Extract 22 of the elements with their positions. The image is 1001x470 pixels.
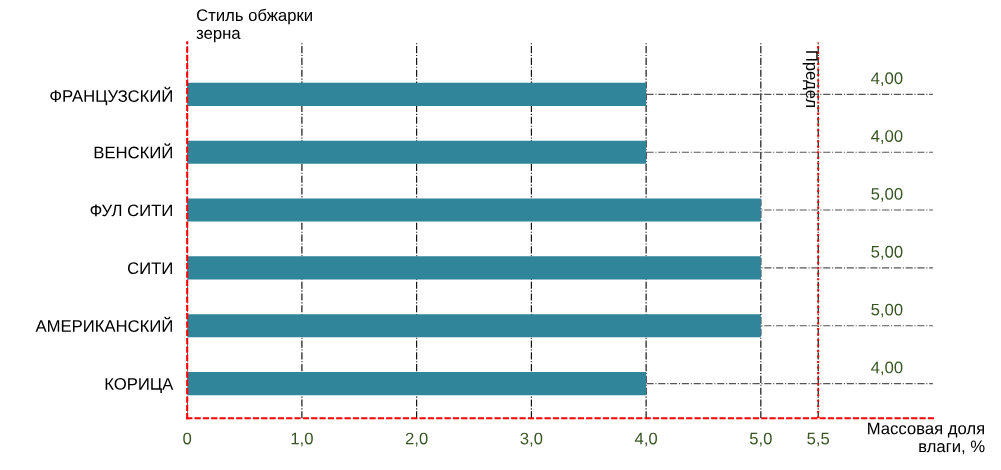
data-label: 4,00 bbox=[871, 72, 903, 87]
y-axis-title: Стиль обжарки зерна bbox=[196, 8, 312, 43]
x-tick-label: 2,0 bbox=[405, 432, 428, 447]
data-label: 5,00 bbox=[871, 303, 903, 318]
y-tick-label: КОРИЦА bbox=[105, 377, 174, 393]
x-tick-label: 5,0 bbox=[749, 432, 772, 447]
data-label: 5,00 bbox=[871, 245, 903, 260]
x-tick-label: 4,0 bbox=[634, 432, 658, 447]
x-axis-title: Массовая доля влаги, % bbox=[868, 422, 985, 455]
data-label: 4,00 bbox=[871, 361, 903, 376]
ref-line-label: Предел bbox=[802, 51, 818, 107]
y-tick-label: СИТИ bbox=[127, 262, 172, 275]
x-tick-label: 3,0 bbox=[520, 432, 543, 447]
y-tick-label: ВЕНСКИЙ bbox=[94, 143, 172, 159]
y-tick-label: ФУЛ СИТИ bbox=[90, 204, 172, 217]
y-tick-label: АМЕРИКАНСКИЙ bbox=[35, 316, 172, 332]
y-tick-label: ФРАНЦУЗСКИЙ bbox=[50, 86, 172, 106]
data-label: 4,00 bbox=[871, 130, 903, 144]
x-tick-label: 5,5 bbox=[807, 432, 830, 447]
data-label: 5,00 bbox=[871, 188, 903, 202]
x-tick-label: 1,0 bbox=[291, 432, 313, 447]
x-tick-label: 0 bbox=[183, 432, 192, 445]
